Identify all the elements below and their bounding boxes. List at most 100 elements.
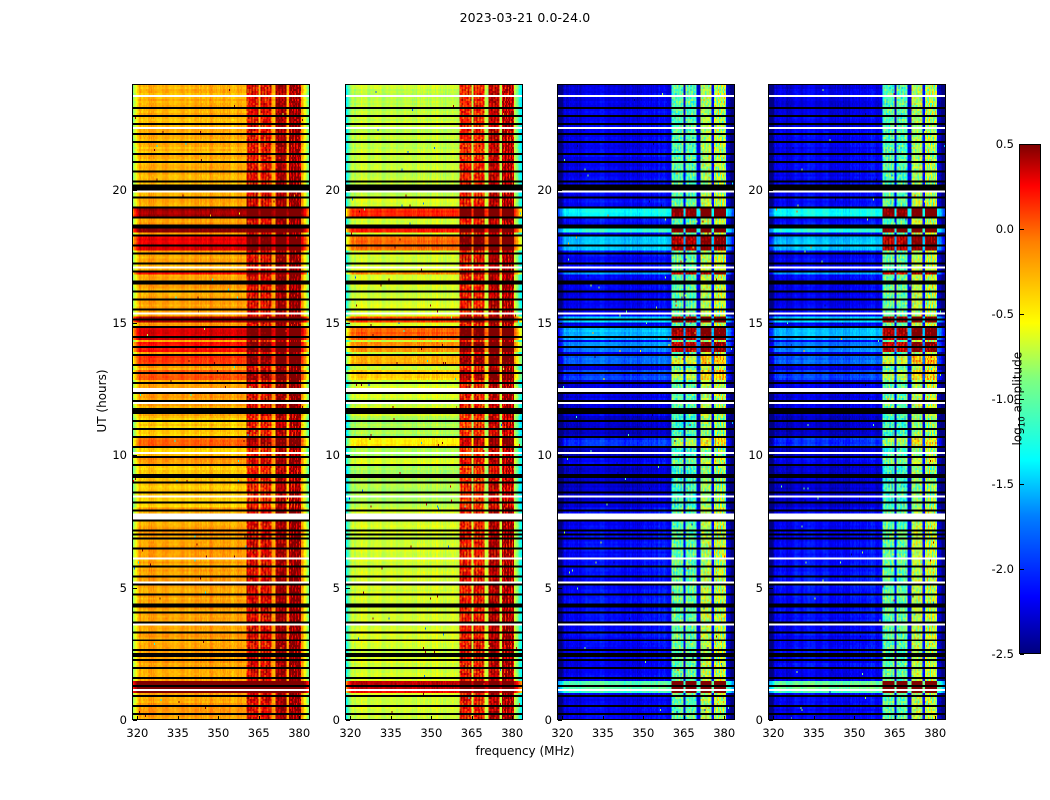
y-tick-label: 0 [755, 713, 763, 727]
y-tick-mark [346, 587, 350, 589]
y-tick-mark [558, 322, 562, 324]
heatmap-panel-xy[interactable]: XY, V11=EA26 [557, 84, 735, 720]
x-tick-label: 380 [501, 726, 524, 740]
x-tick-label: 365 [247, 726, 270, 740]
x-tick-mark [854, 716, 856, 720]
x-tick-label: 350 [843, 726, 866, 740]
x-tick-mark [813, 716, 815, 720]
heatmap-pixels-xx [133, 85, 309, 719]
colorbar-tick-mark [1020, 229, 1024, 230]
x-tick-label: 380 [713, 726, 736, 740]
x-tick-mark [471, 716, 473, 720]
colorbar-tick-mark [1020, 569, 1024, 570]
colorbar-tick-mark [1020, 144, 1024, 145]
x-tick-label: 365 [883, 726, 906, 740]
x-tick-label: 335 [591, 726, 614, 740]
heatmap-image-yy [346, 85, 522, 719]
colorbar-label: log10 amplitude [1010, 351, 1028, 446]
x-tick-label: 320 [126, 726, 149, 740]
x-tick-label: 365 [672, 726, 695, 740]
heatmap-panel-xx[interactable]: XX, V11=EA26 [132, 84, 310, 720]
colorbar-tick-mark [1020, 654, 1024, 655]
x-tick-label: 320 [762, 726, 785, 740]
y-tick-label: 5 [119, 580, 127, 595]
heatmap-image-yx [769, 85, 945, 719]
x-tick-mark [683, 716, 685, 720]
colorbar[interactable] [1019, 144, 1041, 654]
y-tick-mark [133, 455, 137, 456]
x-tick-label: 350 [420, 726, 443, 740]
colorbar-tick-mark [1020, 399, 1024, 400]
heatmap-panel-yy[interactable]: YY, V11=EA26 [345, 84, 523, 720]
x-tick-mark [602, 716, 604, 720]
x-tick-mark [894, 716, 896, 720]
x-tick-mark [350, 716, 352, 720]
y-tick-label: 0 [544, 713, 552, 727]
heatmap-image-xy [558, 85, 734, 719]
x-axis-label: frequency (MHz) [475, 744, 575, 758]
y-tick-label: 15 [748, 315, 763, 330]
y-tick-label: 10 [748, 448, 763, 462]
y-tick-label: 20 [537, 183, 552, 197]
x-tick-label: 335 [802, 726, 825, 740]
y-tick-mark [769, 455, 773, 456]
y-tick-mark [133, 190, 137, 191]
y-tick-label: 0 [332, 713, 340, 727]
y-tick-label: 20 [748, 183, 763, 197]
y-tick-label: 15 [537, 315, 552, 330]
heatmap-pixels-xy [558, 85, 734, 719]
y-tick-mark [346, 455, 350, 456]
x-tick-label: 350 [207, 726, 230, 740]
colorbar-tick-mark [1020, 314, 1024, 315]
y-tick-label: 10 [112, 448, 127, 462]
x-tick-mark [773, 716, 775, 720]
y-tick-label: 5 [755, 580, 763, 595]
x-tick-label: 335 [166, 726, 189, 740]
x-tick-mark [512, 716, 514, 720]
x-tick-mark [724, 716, 726, 720]
y-tick-mark [133, 587, 137, 589]
y-tick-label: 10 [537, 448, 552, 462]
x-tick-label: 380 [924, 726, 947, 740]
heatmap-image-xx [133, 85, 309, 719]
x-tick-label: 320 [339, 726, 362, 740]
colorbar-tick-mark [1020, 484, 1024, 485]
y-tick-label: 5 [544, 580, 552, 595]
colorbar-tick-label: -1.5 [991, 477, 1014, 491]
x-tick-label: 380 [288, 726, 311, 740]
heatmap-pixels-yx [769, 85, 945, 719]
x-tick-mark [643, 716, 645, 720]
x-tick-label: 365 [460, 726, 483, 740]
colorbar-tick-label: -2.5 [991, 647, 1014, 661]
heatmap-panel-yx[interactable]: YX, V11=EA26 [768, 84, 946, 720]
y-tick-mark [346, 190, 350, 191]
y-tick-mark [558, 455, 562, 456]
y-tick-label: 20 [325, 183, 340, 197]
colorbar-tick-label: -2.0 [991, 562, 1014, 576]
colorbar-tick-label: 0.5 [995, 137, 1014, 151]
y-tick-label: 20 [112, 183, 127, 197]
y-tick-mark [769, 190, 773, 191]
y-tick-mark [558, 587, 562, 589]
x-tick-mark [218, 716, 220, 720]
y-tick-mark [769, 720, 773, 721]
y-tick-label: 0 [119, 713, 127, 727]
figure-suptitle: 2023-03-21 0.0-24.0 [459, 10, 591, 25]
y-tick-label: 5 [332, 580, 340, 595]
x-tick-mark [390, 716, 392, 720]
y-tick-label: 10 [325, 448, 340, 462]
x-tick-label: 335 [379, 726, 402, 740]
colorbar-tick-label: 0.0 [995, 222, 1014, 236]
y-tick-mark [346, 720, 350, 721]
y-tick-label: 15 [112, 315, 127, 330]
x-tick-mark [562, 716, 564, 720]
y-tick-mark [769, 322, 773, 324]
heatmap-pixels-yy [346, 85, 522, 719]
y-tick-label: 15 [325, 315, 340, 330]
x-tick-mark [177, 716, 179, 720]
y-tick-mark [558, 190, 562, 191]
y-tick-mark [558, 720, 562, 721]
x-tick-label: 350 [632, 726, 655, 740]
x-tick-mark [299, 716, 301, 720]
